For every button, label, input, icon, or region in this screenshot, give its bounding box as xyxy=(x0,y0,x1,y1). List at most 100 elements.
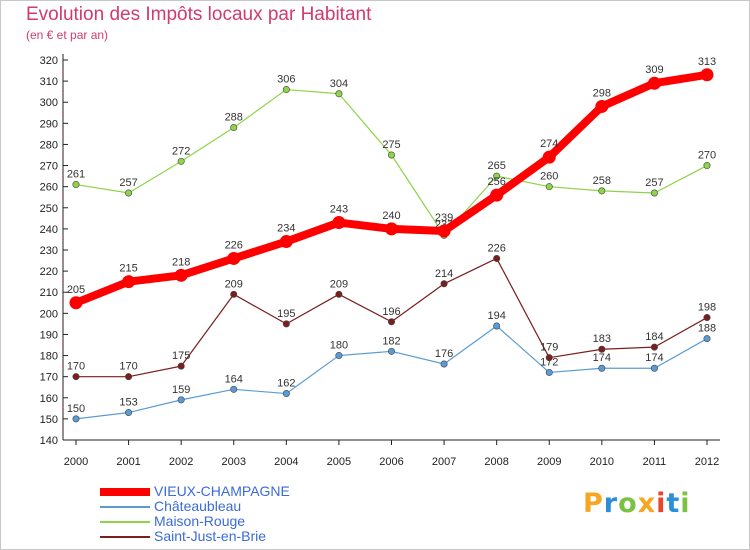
data-label-vieux-champagne: 274 xyxy=(540,138,558,150)
data-point-vieux-champagne xyxy=(595,99,609,113)
data-label-vieux-champagne: 309 xyxy=(645,64,663,76)
x-tick-label: 2010 xyxy=(590,456,614,468)
data-point-maison-rouge xyxy=(545,183,553,191)
data-point-maison-rouge xyxy=(387,151,395,159)
data-point-saint-just-en-brie xyxy=(387,318,395,326)
y-minor-dot xyxy=(62,175,64,178)
data-label-ch-teaubleau: 174 xyxy=(645,352,663,364)
legend-label: Châteaubleau xyxy=(154,498,242,514)
y-minor-dot xyxy=(62,132,64,135)
data-point-ch-teaubleau xyxy=(72,415,80,423)
data-label-vieux-champagne: 243 xyxy=(330,204,348,216)
data-point-saint-just-en-brie xyxy=(545,354,553,362)
data-label-maison-rouge: 260 xyxy=(540,171,558,183)
logo-letter: t xyxy=(666,488,681,519)
y-tick-label: 230 xyxy=(40,245,58,257)
data-label-vieux-champagne: 218 xyxy=(172,256,190,268)
data-label-saint-just-en-brie: 179 xyxy=(540,342,558,354)
data-label-maison-rouge: 261 xyxy=(67,169,85,181)
x-tick-label: 2006 xyxy=(379,456,403,468)
legend-item: Saint-Just-en-Brie xyxy=(100,529,360,544)
legend-swatch xyxy=(100,488,150,496)
legend-swatch xyxy=(100,521,150,523)
data-point-saint-just-en-brie xyxy=(703,314,711,322)
y-tick-label: 190 xyxy=(40,329,58,341)
y-minor-dot xyxy=(62,365,64,368)
x-tick-label: 2005 xyxy=(327,456,351,468)
data-point-maison-rouge xyxy=(703,162,711,170)
y-tick-label: 240 xyxy=(40,224,58,236)
data-point-saint-just-en-brie xyxy=(650,343,658,351)
y-tick-label: 280 xyxy=(40,139,58,151)
data-point-ch-teaubleau xyxy=(230,385,238,393)
y-minor-dot xyxy=(62,322,64,325)
y-minor-dot xyxy=(62,428,64,431)
data-label-ch-teaubleau: 176 xyxy=(435,348,453,360)
y-tick-label: 140 xyxy=(40,435,58,447)
x-tick-label: 2003 xyxy=(222,456,246,468)
x-tick-label: 2009 xyxy=(537,456,561,468)
data-point-maison-rouge xyxy=(72,181,80,189)
data-point-saint-just-en-brie xyxy=(335,290,343,298)
y-minor-dot xyxy=(62,280,64,283)
data-label-maison-rouge: 272 xyxy=(172,145,190,157)
data-label-maison-rouge: 265 xyxy=(487,160,505,172)
data-label-ch-teaubleau: 159 xyxy=(172,384,190,396)
x-tick-label: 2000 xyxy=(64,456,88,468)
data-label-ch-teaubleau: 182 xyxy=(382,335,400,347)
legend-item: Châteaubleau xyxy=(100,499,360,514)
chart-subtitle: (en € et par an) xyxy=(26,28,109,42)
y-tick-label: 200 xyxy=(40,308,58,320)
logo-letter: o xyxy=(618,488,638,519)
data-label-saint-just-en-brie: 184 xyxy=(645,331,663,343)
data-label-maison-rouge: 258 xyxy=(593,175,611,187)
y-tick-label: 290 xyxy=(40,118,58,130)
data-point-vieux-champagne xyxy=(700,68,714,82)
y-tick-label: 170 xyxy=(40,372,58,384)
data-point-ch-teaubleau xyxy=(387,347,395,355)
y-minor-dot xyxy=(62,238,64,241)
legend-item: Maison-Rouge xyxy=(100,514,360,529)
y-minor-dot xyxy=(62,69,64,72)
data-point-vieux-champagne xyxy=(647,76,661,90)
legend-swatch xyxy=(100,536,150,538)
data-label-maison-rouge: 257 xyxy=(119,177,137,189)
data-point-ch-teaubleau xyxy=(598,364,606,372)
data-point-maison-rouge xyxy=(177,157,185,165)
y-minor-dot xyxy=(62,217,64,220)
data-label-vieux-champagne: 240 xyxy=(382,210,400,222)
data-label-vieux-champagne: 256 xyxy=(487,176,505,188)
data-point-ch-teaubleau xyxy=(177,396,185,404)
data-point-maison-rouge xyxy=(335,90,343,98)
data-point-ch-teaubleau xyxy=(545,368,553,376)
legend-label: VIEUX-CHAMPAGNE xyxy=(154,483,290,499)
data-label-vieux-champagne: 298 xyxy=(593,87,611,99)
data-label-saint-just-en-brie: 209 xyxy=(225,278,243,290)
x-tick-label: 2008 xyxy=(484,456,508,468)
data-label-vieux-champagne: 215 xyxy=(119,263,137,275)
legend-label: Saint-Just-en-Brie xyxy=(154,528,267,544)
data-point-maison-rouge xyxy=(598,187,606,195)
data-point-vieux-champagne xyxy=(542,150,556,164)
proxiti-logo: Proxiti xyxy=(583,488,691,519)
y-tick-label: 320 xyxy=(40,55,58,67)
data-point-vieux-champagne xyxy=(122,275,136,289)
x-tick-label: 2012 xyxy=(695,456,719,468)
logo-letter: x xyxy=(637,488,657,519)
data-label-vieux-champagne: 313 xyxy=(698,56,716,68)
data-point-vieux-champagne xyxy=(332,216,346,230)
data-point-saint-just-en-brie xyxy=(72,373,80,381)
data-point-saint-just-en-brie xyxy=(440,280,448,288)
data-label-saint-just-en-brie: 209 xyxy=(330,278,348,290)
logo-letter: P xyxy=(583,488,604,519)
data-label-vieux-champagne: 234 xyxy=(277,223,295,235)
data-label-ch-teaubleau: 162 xyxy=(277,378,295,390)
data-point-ch-teaubleau xyxy=(440,360,448,368)
y-tick-label: 310 xyxy=(40,76,58,88)
data-label-maison-rouge: 288 xyxy=(225,112,243,124)
y-tick-label: 260 xyxy=(40,182,58,194)
legend: VIEUX-CHAMPAGNE Châteaubleau Maison-Rouge S… xyxy=(100,484,360,544)
data-point-vieux-champagne xyxy=(385,222,398,236)
